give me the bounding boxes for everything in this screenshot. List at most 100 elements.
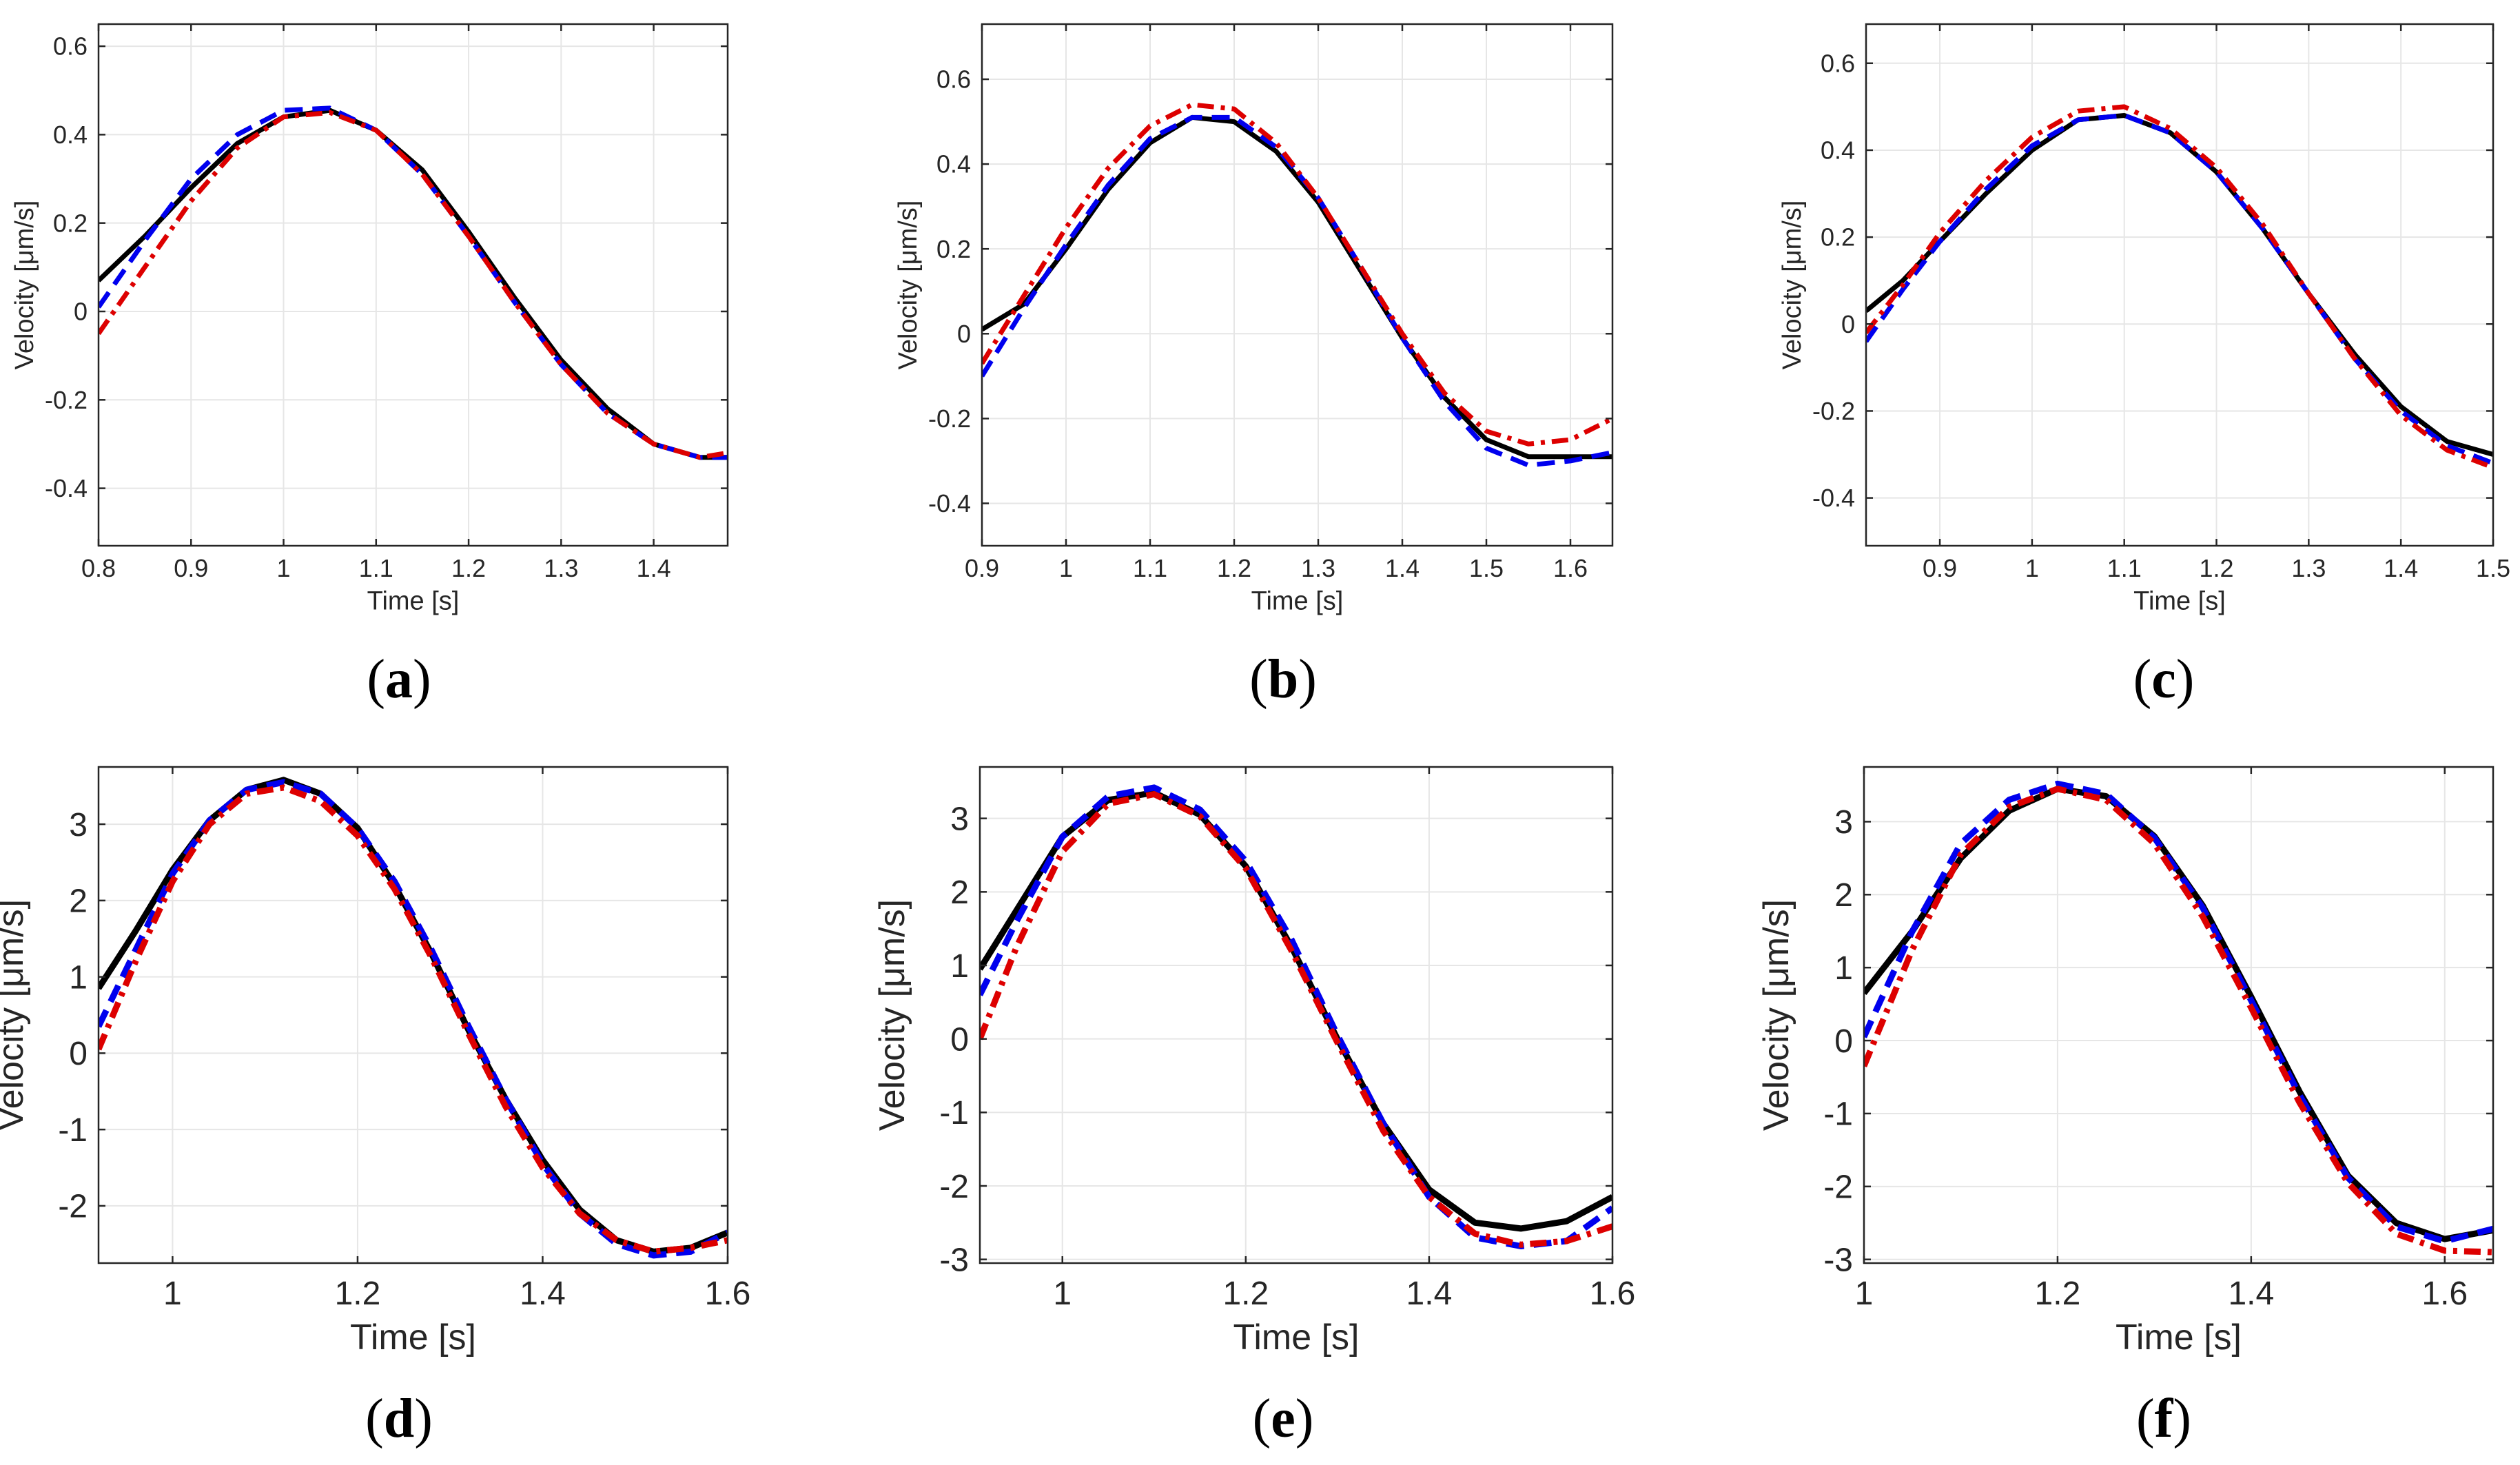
y-axis-label: Velocity [μm/s] [1778,201,1807,370]
y-tick-label: 2 [1834,877,1853,914]
x-tick-label: 1.6 [1590,1276,1636,1312]
axes-box [979,766,1614,1264]
y-axis-label: Velocity [μm/s] [0,899,31,1131]
x-tick-label: 1.4 [520,1276,566,1312]
x-tick-label: 1.4 [1385,554,1420,582]
x-axis-label: Time [s] [367,587,460,616]
plot-area [980,767,1612,1263]
y-tick-label: 0.4 [936,150,971,178]
y-tick-label: -0.4 [45,474,88,502]
panel-label-e: (e) [1253,1389,1314,1449]
x-tick-label: 1.4 [637,554,671,582]
y-tick-label: 0 [69,1036,88,1072]
y-tick-label: 0 [1834,1023,1853,1060]
y-axis-label: Velocity [μm/s] [10,201,39,370]
y-tick-label: -2 [1823,1169,1853,1206]
y-axis-label: Velocity [μm/s] [1756,899,1796,1131]
x-tick-label: 1.2 [335,1276,381,1312]
panel-label-a: (a) [367,649,431,710]
y-tick-label: 0.2 [936,235,971,263]
y-tick-label: 3 [1834,804,1853,841]
x-axis-label: Time [s] [2133,587,2226,616]
x-tick-label: 1.4 [2228,1276,2274,1312]
x-tick-label: 1.5 [1469,554,1504,582]
y-tick-label: 0.4 [1821,136,1855,165]
x-tick-label: 1.2 [2035,1276,2081,1312]
y-tick-label: 0 [950,1021,969,1058]
axes-box [981,23,1614,547]
y-tick-label: -0.4 [928,489,971,518]
x-tick-label: 1.1 [2107,554,2142,582]
x-tick-label: 0.9 [965,554,999,582]
panel-label-c: (c) [2133,649,2195,710]
series-red-dashdot [980,791,1612,1248]
y-axis-label: Velocity [μm/s] [894,201,923,370]
plot-area [1866,24,2493,546]
plot-area [982,24,1612,546]
x-tick-label: 1.5 [2476,554,2510,582]
y-tick-label: 0.6 [936,65,971,94]
x-tick-label: 1 [1059,554,1073,582]
x-tick-label: 1.3 [544,554,578,582]
x-tick-label: 1.3 [2291,554,2326,582]
panel-f: 1 1.2 1.4 1.6 -3 -2 -1 0 1 2 3 Time [s] Velocity [μm… [1756,766,2495,1449]
x-tick-label: 0.9 [174,554,208,582]
y-tick-label: 0 [1841,310,1855,338]
y-tick-label: 0 [74,298,88,326]
y-tick-label: 0.6 [1821,49,1855,77]
x-axis-label: Time [s] [1233,1318,1360,1358]
plot-area [1864,767,2493,1263]
y-tick-label: -0.2 [45,386,88,414]
series-black-solid [982,114,1612,460]
series-red-dashdot [1866,104,2493,470]
x-tick-label: 1 [277,554,291,582]
y-tick-label: -2 [58,1189,88,1225]
x-tick-label: 1.2 [2200,554,2234,582]
series-red-dashdot [1864,786,2493,1256]
panel-label-d: (d) [365,1389,433,1449]
x-tick-label: 1.6 [705,1276,751,1312]
axes-box [97,766,729,1264]
y-tick-label: 3 [950,801,969,837]
panel-e: 1 1.2 1.4 1.6 -3 -2 -1 0 1 2 3 Time [s] Velocity [μm… [872,766,1636,1449]
y-tick-label: 1 [69,959,88,996]
panel-label-f: (f) [2136,1389,2191,1449]
y-tick-label: -2 [939,1169,969,1205]
series-red-dashdot [99,110,728,460]
y-axis-label: Velocity [μm/s] [872,899,912,1131]
x-tick-label: 1.6 [2421,1276,2468,1312]
axes-box [1865,23,2495,547]
series-red-dashdot [99,784,728,1255]
y-tick-label: 2 [69,883,88,920]
panel-c: 0.9 1 1.1 1.2 1.3 1.4 1.5 -0.4 -0.2 0 0.2 0.4 0.6 Tim… [1778,23,2510,710]
series-blue-dashed [99,105,728,460]
y-tick-label: -3 [939,1242,969,1278]
plot-area [99,767,728,1263]
y-tick-label: -3 [1823,1242,1853,1279]
plot-area [99,24,728,546]
y-tick-label: -1 [1823,1096,1853,1133]
x-tick-label: 1.1 [1133,554,1167,582]
x-tick-label: 1.4 [1406,1276,1453,1312]
x-tick-label: 1.4 [2384,554,2418,582]
panel-a: 0.8 0.9 1 1.1 1.2 1.3 1.4 -0.4 -0.2 0 0.2 0.4 0.6 Tim… [10,23,729,710]
x-tick-label: 1 [1053,1276,1072,1312]
panel-b: 0.9 1 1.1 1.2 1.3 1.4 1.5 1.6 -0.4 -0.2 0 0.2 0.4 0.6… [894,23,1614,710]
panel-d: 1 1.2 1.4 1.6 -2 -1 0 1 2 3 Time [s] Velocity [μm/s… [0,766,751,1449]
y-tick-label: 0 [957,320,971,348]
y-tick-label: 0.6 [53,32,88,61]
y-tick-label: -0.2 [928,404,971,433]
x-tick-label: 1.1 [359,554,393,582]
y-tick-label: 0.4 [53,121,88,149]
axes-box [97,23,729,547]
x-tick-label: 1 [2025,554,2039,582]
y-tick-label: 0.2 [1821,223,1855,252]
y-tick-label: 1 [1834,950,1853,987]
y-tick-label: -1 [58,1112,88,1149]
y-tick-label: 2 [950,874,969,911]
x-axis-label: Time [s] [350,1318,476,1358]
x-tick-label: 1.2 [451,554,486,582]
x-tick-label: 1 [163,1276,182,1312]
x-axis-label: Time [s] [2116,1318,2242,1358]
